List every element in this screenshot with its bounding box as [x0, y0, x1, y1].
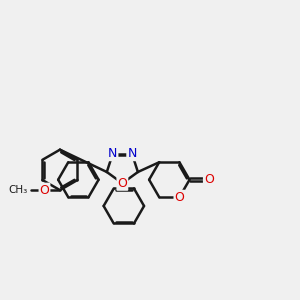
Text: CH₃: CH₃	[8, 185, 27, 195]
Text: N: N	[127, 147, 137, 160]
Text: O: O	[40, 184, 50, 196]
Text: O: O	[117, 177, 127, 190]
Text: O: O	[175, 191, 184, 204]
Text: N: N	[108, 147, 117, 160]
Text: O: O	[204, 173, 214, 186]
